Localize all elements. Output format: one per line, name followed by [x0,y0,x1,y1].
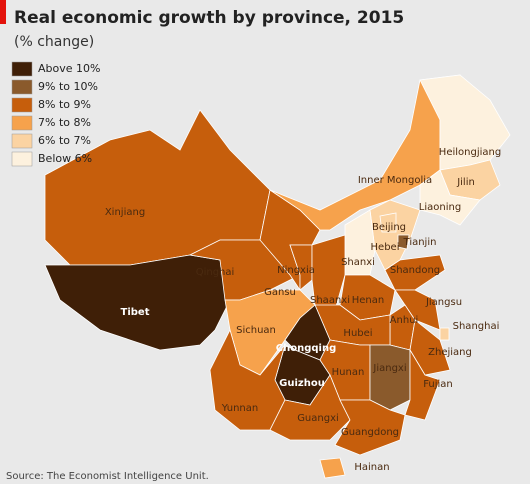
province-label: Qinghai [196,267,235,278]
legend-swatch [11,151,33,167]
province-label: Guangdong [341,427,399,438]
legend-swatch [11,61,33,77]
province-shape [439,327,450,341]
legend: Above 10% 9% to 10% 8% to 9% 7% to 8% 6% to … [11,61,100,167]
province-label: Fujian [423,379,453,390]
legend-label: Below 6% [38,152,92,165]
province-label: Shanghai [453,321,500,332]
legend-swatch [11,133,33,149]
province-label: Tibet [121,307,150,318]
province-label: Yunnan [221,403,258,414]
province-shape [334,399,406,456]
title: Real economic growth by province, 2015 [14,8,404,28]
province-label: Hainan [354,462,389,473]
province-label: Tianjin [403,237,437,248]
province-shape [289,244,313,291]
province-label: Jiangsu [425,297,462,308]
legend-label: 8% to 9% [38,98,91,111]
province-label: Anhui [390,315,419,326]
accent-bar [0,0,6,24]
province-label: Hunan [332,367,365,378]
province-label: Ningxia [277,265,315,276]
subtitle: (% change) [14,34,94,50]
province-shape [397,234,410,250]
province-shape [419,169,481,226]
province-label: Jiangxi [372,363,406,374]
province-label: Shanxi [341,257,375,268]
province-label: Jilin [456,177,475,188]
province-label: Liaoning [419,202,461,213]
province-label: Hebei [371,242,400,253]
province-shape [44,254,231,351]
legend-label: 7% to 8% [38,116,91,129]
provinces [44,74,511,479]
province-label: Chongqing [276,343,336,354]
legend-swatch [11,115,33,131]
province-label: Zhejiang [428,347,472,358]
province-shape [319,457,346,479]
province-shape [369,344,411,411]
province-label: Sichuan [236,325,276,336]
province-shape [404,348,441,421]
province-label: Heilongjiang [439,147,501,158]
province-label: Gansu [264,287,296,298]
province-label: Xinjiang [105,207,145,218]
province-label: Guizhou [279,378,325,389]
province-shape [379,212,397,233]
province-label: Henan [352,295,384,306]
province-label: Hubei [343,328,372,339]
legend-label: 6% to 7% [38,134,91,147]
legend-swatch [11,97,33,113]
province-labels: Xinjiang Tibet Qinghai Gansu Inner Mongo… [105,147,501,473]
province-label: Shandong [390,265,440,276]
province-label: Beijing [372,222,406,233]
province-label: Shaanxi [310,295,350,306]
source: Source: The Economist Intelligence Unit. [6,471,209,482]
legend-label: Above 10% [38,62,100,75]
province-label: Inner Mongolia [358,175,432,186]
legend-swatch [11,79,33,95]
province-label: Guangxi [297,413,339,424]
legend-label: 9% to 10% [38,80,98,93]
